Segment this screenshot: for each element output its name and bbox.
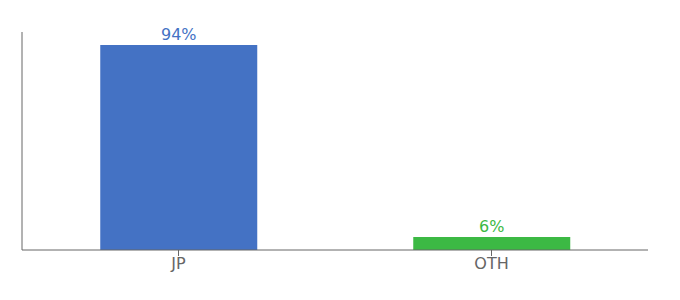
svg-text:94%: 94% xyxy=(161,25,197,44)
svg-text:OTH: OTH xyxy=(474,254,508,273)
svg-text:6%: 6% xyxy=(479,217,504,236)
svg-text:JP: JP xyxy=(170,254,186,273)
